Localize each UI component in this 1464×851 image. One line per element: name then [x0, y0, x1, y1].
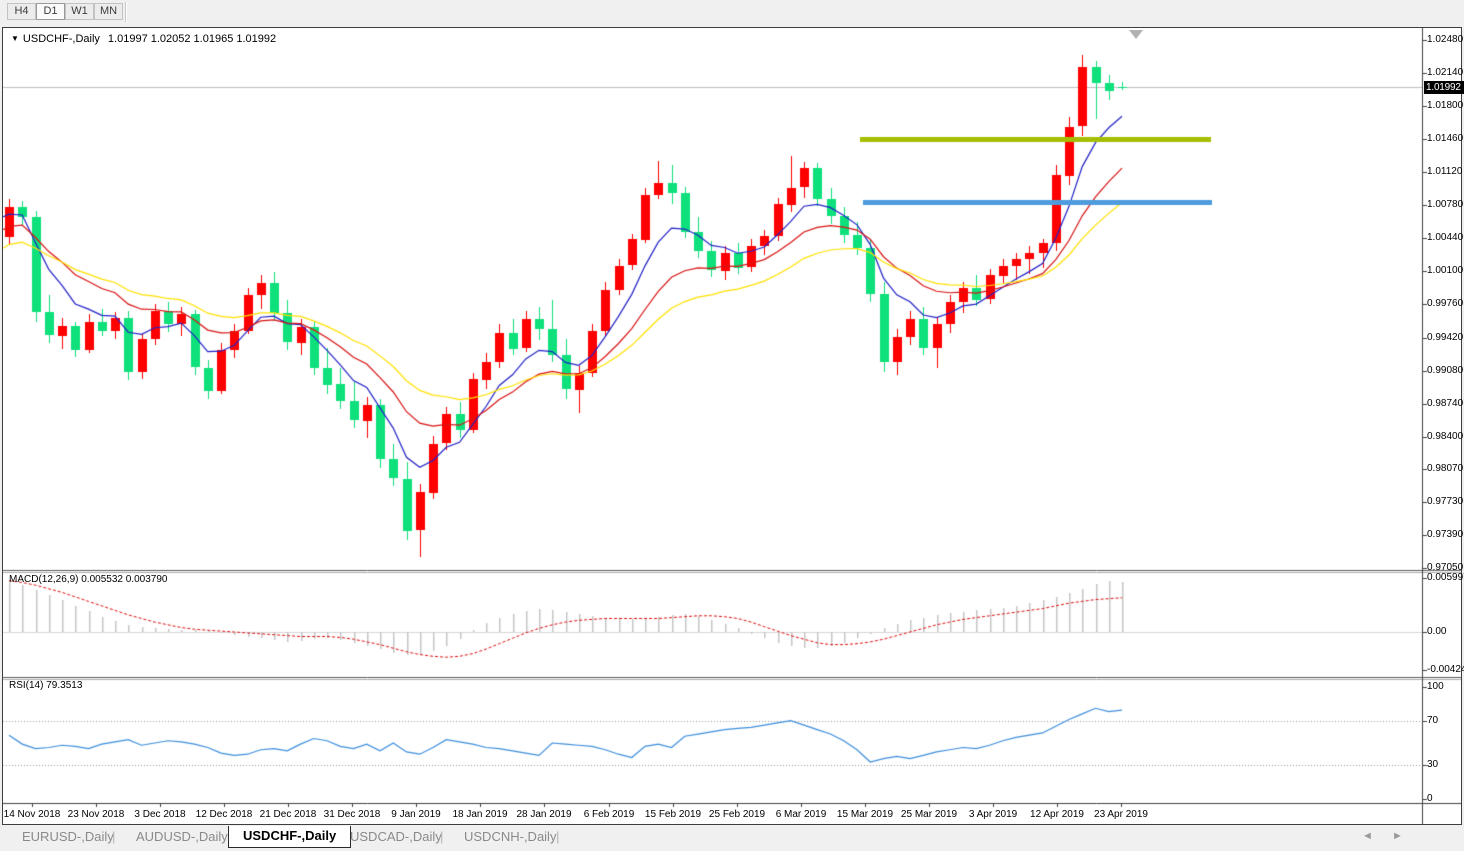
tab-separator: | — [112, 829, 116, 844]
rsi-value: 79.3513 — [46, 680, 83, 691]
tab-timeframe-mn[interactable]: MN — [94, 3, 123, 20]
chart-tabs-bar: EURUSD-,Daily | AUDUSD-,Daily USDCHF-,Da… — [0, 826, 1464, 851]
rsi-name: RSI(14) — [9, 680, 44, 691]
tab-separator: | — [556, 829, 560, 844]
tabs-scroll-right-icon[interactable]: ► — [1392, 830, 1403, 842]
tab-timeframe-w1[interactable]: W1 — [65, 3, 94, 20]
rsi-indicator-label: RSI(14) 79.3513 — [9, 680, 82, 691]
macd-values: 0.005532 0.003790 — [81, 574, 168, 585]
tab-usdcad-daily[interactable]: USDCAD-,Daily — [350, 829, 442, 844]
tab-usdcnh-daily[interactable]: USDCNH-,Daily — [464, 829, 557, 844]
tab-eurusd-daily[interactable]: EURUSD-,Daily — [22, 829, 114, 844]
tab-usdchf-daily[interactable]: USDCHF-,Daily — [228, 826, 352, 848]
tab-timeframe-h4[interactable]: H4 — [7, 3, 36, 20]
tabs-scroll-left-icon[interactable]: ◄ — [1362, 830, 1373, 842]
macd-name: MACD(12,26,9) — [9, 574, 79, 585]
current-price-label: 1.01992 — [1424, 81, 1464, 94]
macd-indicator-label: MACD(12,26,9) 0.005532 0.003790 — [9, 574, 167, 585]
toolbar-separator — [125, 2, 127, 22]
chart-title-ohlc: 1.01997 1.02052 1.01965 1.01992 — [107, 33, 277, 45]
price-chart-canvas[interactable] — [3, 28, 1461, 824]
tab-timeframe-d1[interactable]: D1 — [36, 3, 65, 20]
collapse-triangle-icon[interactable]: ▼ — [11, 34, 19, 43]
timeframe-toolbar: H4 D1 W1 MN — [0, 0, 1464, 26]
tab-audusd-daily[interactable]: AUDUSD-,Daily — [136, 829, 228, 844]
tab-separator: | — [440, 829, 444, 844]
chart-title-symbol: USDCHF-,Daily — [22, 33, 100, 45]
chart-shift-marker-icon[interactable] — [1129, 30, 1143, 39]
chart-title: ▼ USDCHF-,Daily 1.01997 1.02052 1.01965 1.… — [11, 33, 276, 45]
chart-window: 1.02480 1.02140 1.01800 1.01460 1.01120 1.007… — [2, 27, 1464, 825]
